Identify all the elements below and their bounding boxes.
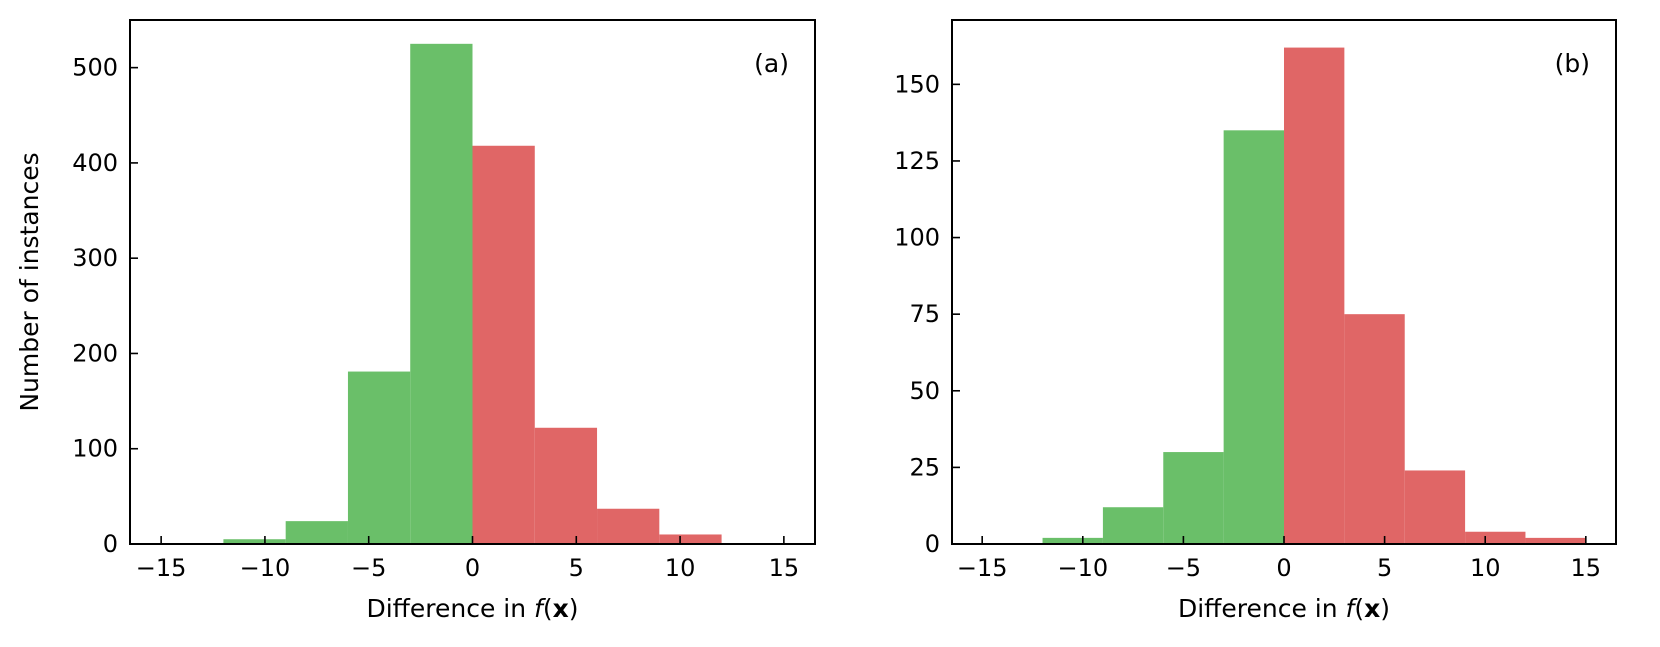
histogram-bar <box>1525 537 1586 544</box>
y-tick-label: 125 <box>894 147 940 175</box>
histogram-panel-0: −15 −10 −5 0 5 10 15 0 100 200 300 400 500 (a) Differe… <box>15 19 816 623</box>
y-tick-label: 150 <box>894 70 940 98</box>
y-tick-label: 200 <box>72 339 118 367</box>
histogram-bar <box>534 427 598 544</box>
histogram-bar <box>472 145 535 544</box>
histogram-panel-1: −15 −10 −5 0 5 10 150255075100125150(b)Differe… <box>894 19 1617 623</box>
x-tick-label: 10 <box>1470 554 1501 582</box>
x-tick-label: 15 <box>1571 554 1602 582</box>
panel-label: (b) <box>1555 49 1590 78</box>
x-tick-label: −5 <box>1166 554 1201 582</box>
x-tick-label: 5 <box>1377 554 1392 582</box>
histogram-bar <box>285 521 348 544</box>
histogram-bar <box>1465 531 1526 544</box>
histogram-bar <box>1163 452 1224 544</box>
x-tick-label: −10 <box>1057 554 1108 582</box>
x-axis-label: Difference in f(x) <box>1178 594 1390 623</box>
panel-label: (a) <box>754 49 789 78</box>
histogram-bar <box>1102 507 1164 544</box>
y-tick-label: 300 <box>72 244 118 272</box>
histogram-bar <box>1223 130 1284 544</box>
x-tick-label: −15 <box>136 554 187 582</box>
histogram-bar <box>223 539 286 544</box>
x-axis-label: Difference in f(x) <box>366 594 578 623</box>
histogram-bar <box>1042 537 1103 544</box>
x-tick-label: −5 <box>351 554 386 582</box>
histogram-bar <box>410 43 473 545</box>
y-tick-label: 100 <box>894 224 940 252</box>
y-tick-label: 0 <box>925 530 940 558</box>
y-tick-label: 500 <box>72 54 118 82</box>
histogram-bar <box>347 371 411 544</box>
y-tick-label: 25 <box>909 453 940 481</box>
y-tick-label: 100 <box>72 435 118 463</box>
histogram-bar <box>597 508 660 544</box>
x-tick-label: 15 <box>769 554 800 582</box>
y-tick-label: 50 <box>909 377 940 405</box>
y-tick-label: 0 <box>103 530 118 558</box>
x-tick-label: −10 <box>240 554 291 582</box>
x-tick-label: −15 <box>957 554 1008 582</box>
histogram-bar <box>659 534 722 544</box>
histogram-bar <box>1344 314 1405 544</box>
y-tick-label: 400 <box>72 149 118 177</box>
x-tick-label: 5 <box>569 554 584 582</box>
y-axis-label: Number of instances <box>15 152 44 411</box>
x-tick-label: 10 <box>665 554 696 582</box>
x-tick-label: 0 <box>465 554 480 582</box>
histogram-bar <box>1284 47 1345 544</box>
y-tick-label: 75 <box>909 300 940 328</box>
x-tick-label: 0 <box>1276 554 1291 582</box>
histogram-bar <box>1404 470 1466 544</box>
